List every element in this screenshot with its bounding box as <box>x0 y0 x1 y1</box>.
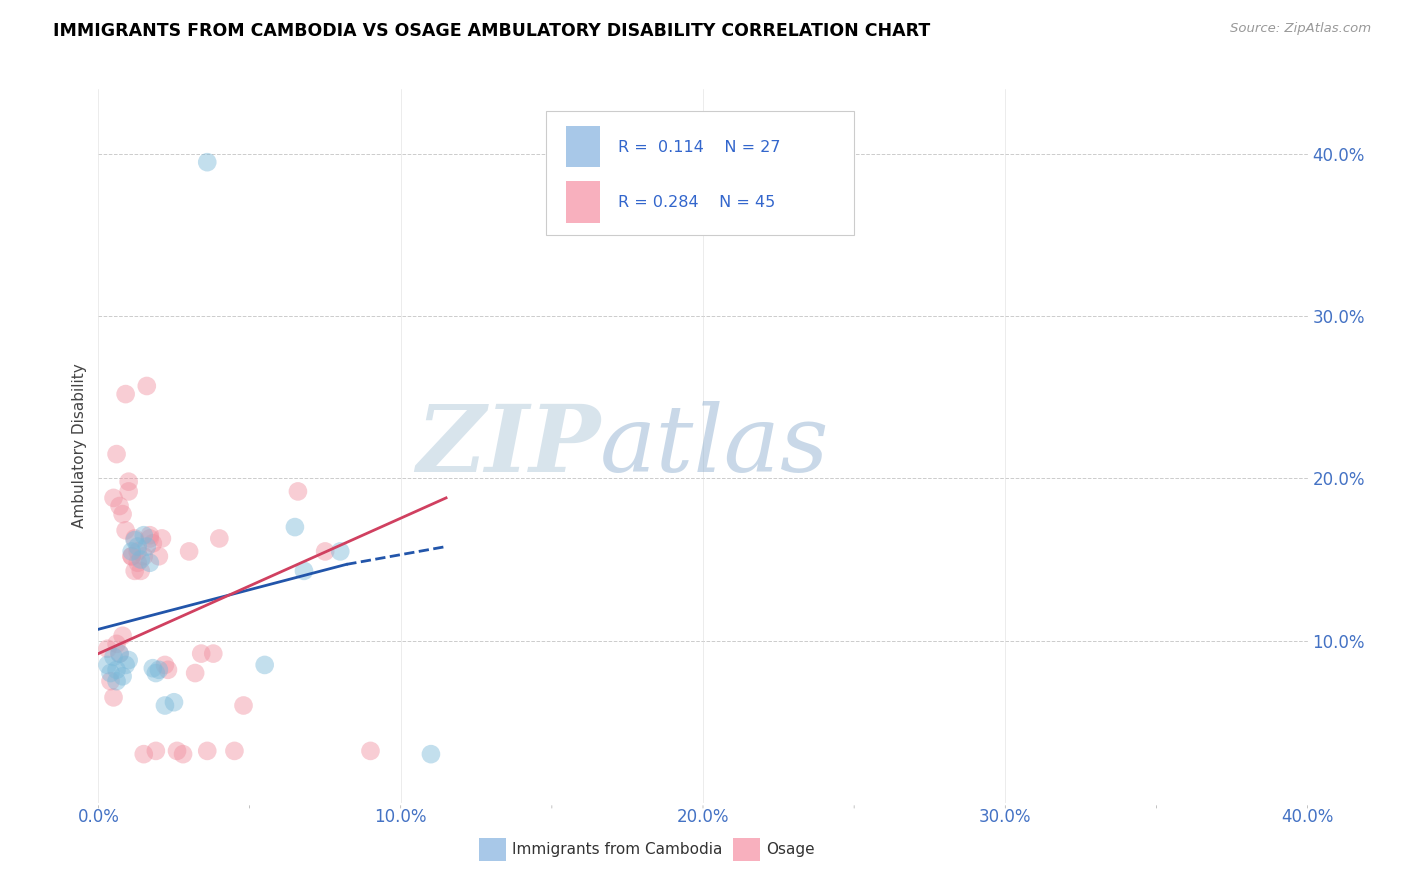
Point <box>114 387 136 401</box>
Point <box>132 549 155 564</box>
FancyBboxPatch shape <box>546 111 855 235</box>
Point <box>118 484 141 499</box>
Point <box>148 549 170 564</box>
Point <box>208 532 231 546</box>
Point <box>163 695 186 709</box>
Point <box>142 661 165 675</box>
Point <box>360 744 382 758</box>
Point <box>287 484 309 499</box>
Point <box>184 666 207 681</box>
Point <box>284 520 307 534</box>
Text: Immigrants from Cambodia: Immigrants from Cambodia <box>512 842 723 857</box>
Point <box>139 532 162 546</box>
Point <box>108 647 131 661</box>
Point <box>121 544 143 558</box>
FancyBboxPatch shape <box>567 181 600 222</box>
Point <box>292 564 315 578</box>
Point <box>150 532 173 546</box>
Text: R =  0.114    N = 27: R = 0.114 N = 27 <box>619 140 780 154</box>
Point <box>96 641 118 656</box>
Point <box>314 544 336 558</box>
Point <box>96 657 118 672</box>
Point <box>103 649 125 664</box>
Point <box>156 663 179 677</box>
Point <box>139 556 162 570</box>
Point <box>100 666 122 681</box>
Point <box>135 540 157 554</box>
Point <box>172 747 194 761</box>
FancyBboxPatch shape <box>479 838 506 862</box>
Point <box>100 674 122 689</box>
Point <box>420 747 443 761</box>
Point <box>132 528 155 542</box>
Point <box>129 552 152 566</box>
Point <box>114 657 136 672</box>
Point <box>111 669 134 683</box>
Point <box>105 637 128 651</box>
Point <box>166 744 188 758</box>
FancyBboxPatch shape <box>567 126 600 167</box>
Point <box>108 647 131 661</box>
Point <box>132 747 155 761</box>
Point <box>114 524 136 538</box>
Point <box>139 528 162 542</box>
Point <box>202 647 225 661</box>
Point <box>135 379 157 393</box>
Text: atlas: atlas <box>600 401 830 491</box>
Point <box>129 564 152 578</box>
Point <box>224 744 246 758</box>
Point <box>124 564 146 578</box>
Point <box>142 536 165 550</box>
Point <box>232 698 254 713</box>
Text: Osage: Osage <box>766 842 814 857</box>
Point <box>103 491 125 505</box>
Text: IMMIGRANTS FROM CAMBODIA VS OSAGE AMBULATORY DISABILITY CORRELATION CHART: IMMIGRANTS FROM CAMBODIA VS OSAGE AMBULA… <box>53 22 931 40</box>
Point <box>148 663 170 677</box>
Point <box>195 744 218 758</box>
Point <box>124 532 146 546</box>
Point <box>127 540 149 554</box>
Point <box>105 674 128 689</box>
FancyBboxPatch shape <box>734 838 759 862</box>
Point <box>121 549 143 564</box>
Point <box>195 155 218 169</box>
Point <box>108 499 131 513</box>
Point <box>153 657 176 672</box>
Point <box>124 533 146 547</box>
Point <box>118 475 141 489</box>
Point <box>153 698 176 713</box>
Point <box>118 653 141 667</box>
Text: ZIP: ZIP <box>416 401 600 491</box>
Point <box>179 544 201 558</box>
Y-axis label: Ambulatory Disability: Ambulatory Disability <box>72 364 87 528</box>
Point <box>329 544 352 558</box>
Point <box>145 744 167 758</box>
Text: Source: ZipAtlas.com: Source: ZipAtlas.com <box>1230 22 1371 36</box>
Text: R = 0.284    N = 45: R = 0.284 N = 45 <box>619 195 776 210</box>
Point <box>121 549 143 564</box>
Point <box>145 666 167 681</box>
Point <box>111 629 134 643</box>
Point <box>105 447 128 461</box>
Point <box>127 556 149 570</box>
Point <box>190 647 212 661</box>
Point <box>103 690 125 705</box>
Point <box>111 507 134 521</box>
Point <box>127 544 149 558</box>
Point <box>253 657 276 672</box>
Point <box>105 663 128 677</box>
